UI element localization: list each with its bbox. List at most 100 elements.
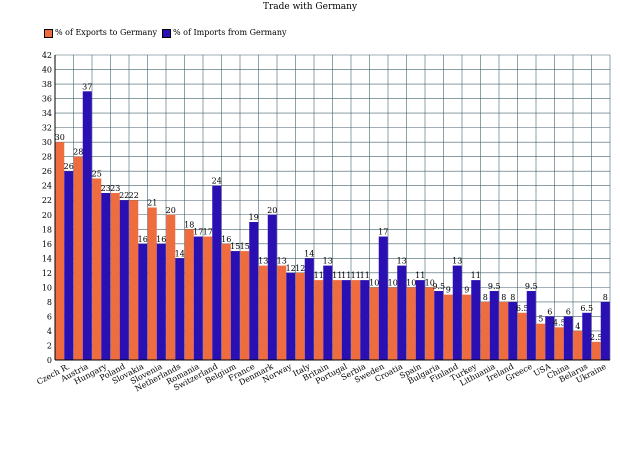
value-label-imports: 11 (341, 271, 351, 280)
bar-imports (138, 243, 148, 360)
value-label-imports: 17 (378, 228, 388, 237)
bar-imports (64, 171, 74, 360)
value-label-imports: 15 (230, 242, 240, 251)
bar-imports (230, 251, 240, 360)
value-label-exports: 10 (388, 278, 398, 287)
value-label-imports: 17 (193, 228, 203, 237)
bar-imports (82, 91, 92, 361)
value-label-exports: 4 (575, 322, 580, 331)
y-tick-label: 28 (42, 153, 52, 162)
value-label-imports: 12 (286, 264, 296, 273)
bar-imports (526, 291, 536, 360)
bar-imports (415, 280, 425, 360)
value-label-imports: 20 (267, 206, 277, 215)
y-tick-label: 18 (42, 225, 52, 234)
bar-imports (286, 272, 296, 360)
y-tick-label: 36 (42, 95, 52, 104)
value-label-imports: 26 (64, 162, 74, 171)
value-label-imports: 37 (82, 82, 92, 91)
value-label-imports: 14 (304, 249, 314, 258)
bar-exports (129, 200, 139, 360)
bar-exports (92, 178, 102, 360)
y-tick-label: 24 (42, 182, 52, 191)
value-label-imports: 6 (547, 307, 552, 316)
value-label-exports: 30 (55, 133, 65, 142)
bar-imports (341, 280, 351, 360)
bar-exports (332, 280, 342, 360)
value-label-exports: 11 (332, 271, 342, 280)
value-label-imports: 11 (415, 271, 425, 280)
y-tick-label: 14 (42, 254, 52, 263)
y-tick-label: 4 (47, 327, 52, 336)
bar-imports (378, 236, 388, 360)
y-tick-label: 16 (42, 240, 52, 249)
legend-swatch-imports (162, 29, 171, 38)
bar-exports (351, 280, 361, 360)
value-label-exports: 16 (221, 235, 231, 244)
bar-imports (508, 301, 518, 360)
bar-imports (267, 214, 277, 360)
value-label-exports: 2.5 (590, 333, 603, 342)
value-label-exports: 11 (351, 271, 361, 280)
bar-imports (212, 185, 222, 360)
value-label-imports: 23 (101, 184, 111, 193)
y-tick-label: 40 (42, 66, 52, 75)
bar-exports (573, 330, 583, 360)
bar-imports (323, 265, 333, 360)
bar-imports (489, 291, 499, 360)
y-tick-label: 8 (47, 298, 52, 307)
bar-exports (277, 265, 287, 360)
y-tick-label: 22 (42, 196, 52, 205)
y-tick-label: 26 (42, 167, 52, 176)
y-tick-label: 34 (42, 109, 52, 118)
value-label-exports: 10 (369, 278, 379, 287)
y-tick-label: 12 (42, 269, 52, 278)
bar-exports (147, 207, 157, 360)
value-label-exports: 21 (147, 199, 157, 208)
value-label-imports: 13 (397, 257, 407, 266)
bar-exports (314, 280, 324, 360)
bar-imports (582, 312, 592, 360)
bar-exports (203, 236, 213, 360)
bar-imports (452, 265, 462, 360)
value-label-exports: 23 (110, 184, 120, 193)
value-label-imports: 8 (603, 293, 608, 302)
y-tick-label: 10 (42, 283, 52, 292)
bar-exports (166, 214, 176, 360)
value-label-imports: 14 (175, 249, 185, 258)
bar-imports (471, 280, 481, 360)
bar-exports (184, 229, 194, 360)
bar-exports (110, 192, 120, 360)
bar-exports (388, 287, 398, 360)
value-label-imports: 9.5 (525, 282, 538, 291)
value-label-exports: 11 (314, 271, 324, 280)
value-label-exports: 13 (277, 257, 287, 266)
bar-imports (434, 291, 444, 360)
bar-exports (499, 301, 509, 360)
bar-exports (443, 294, 453, 360)
bar-exports (480, 301, 490, 360)
legend-swatch-exports (44, 29, 53, 38)
bar-exports (55, 142, 65, 360)
value-label-exports: 5 (538, 315, 543, 324)
value-label-imports: 22 (119, 191, 129, 200)
y-tick-label: 38 (42, 80, 52, 89)
bar-exports (240, 251, 250, 360)
bar-imports (304, 258, 314, 360)
value-label-imports: 6.5 (580, 304, 593, 313)
value-label-imports: 11 (360, 271, 370, 280)
value-label-exports: 25 (92, 169, 102, 178)
bar-imports (545, 316, 555, 360)
bar-exports (517, 312, 527, 360)
bar-imports (193, 236, 203, 360)
bar-exports (73, 156, 83, 360)
value-label-exports: 6.5 (516, 304, 529, 313)
value-label-exports: 9 (446, 286, 451, 295)
y-tick-label: 0 (47, 356, 52, 365)
y-tick-label: 2 (47, 341, 52, 350)
value-label-imports: 6 (566, 307, 571, 316)
legend-label-exports: % of Exports to Germany (55, 28, 157, 37)
value-label-imports: 9.5 (432, 282, 445, 291)
value-label-imports: 13 (323, 257, 333, 266)
